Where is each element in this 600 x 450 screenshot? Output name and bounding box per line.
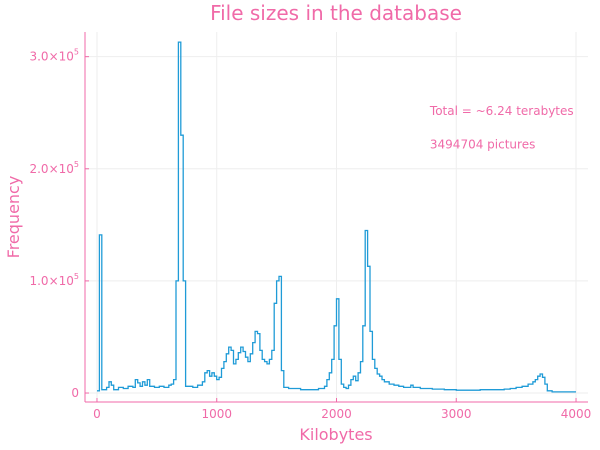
y-tick-label: 3.0×105 [29, 48, 79, 64]
annotation-layer: Total = ~6.24 terabytes 3494704 pictures [429, 104, 574, 152]
x-tick-label: 4000 [561, 407, 592, 421]
y-tick-label: 0 [71, 386, 79, 400]
y-tick-mantissa: 2.0×10 [29, 162, 73, 176]
y-tick-exponent: 5 [74, 48, 79, 57]
y-tick-label: 2.0×105 [29, 160, 79, 176]
x-tick-label: 2000 [321, 407, 352, 421]
y-tick-exponent: 5 [74, 160, 79, 169]
y-tick-mantissa: 0 [71, 386, 79, 400]
y-tick-label: 1.0×105 [29, 272, 79, 288]
x-tick-label: 1000 [201, 407, 232, 421]
chart-title: File sizes in the database [210, 1, 462, 25]
y-tick-exponent: 5 [74, 272, 79, 281]
y-axis-label: Frequency [4, 176, 23, 259]
annotation-text: 3494704 pictures [430, 138, 535, 152]
annotation-text: Total = ~6.24 terabytes [429, 104, 574, 118]
series-line [97, 41, 576, 393]
x-axis-label: Kilobytes [299, 425, 372, 444]
x-tick-label: 3000 [441, 407, 472, 421]
grid-layer [85, 32, 588, 402]
x-tick-label: 0 [93, 407, 101, 421]
y-tick-mantissa: 3.0×10 [29, 50, 73, 64]
y-tick-mantissa: 1.0×10 [29, 274, 73, 288]
